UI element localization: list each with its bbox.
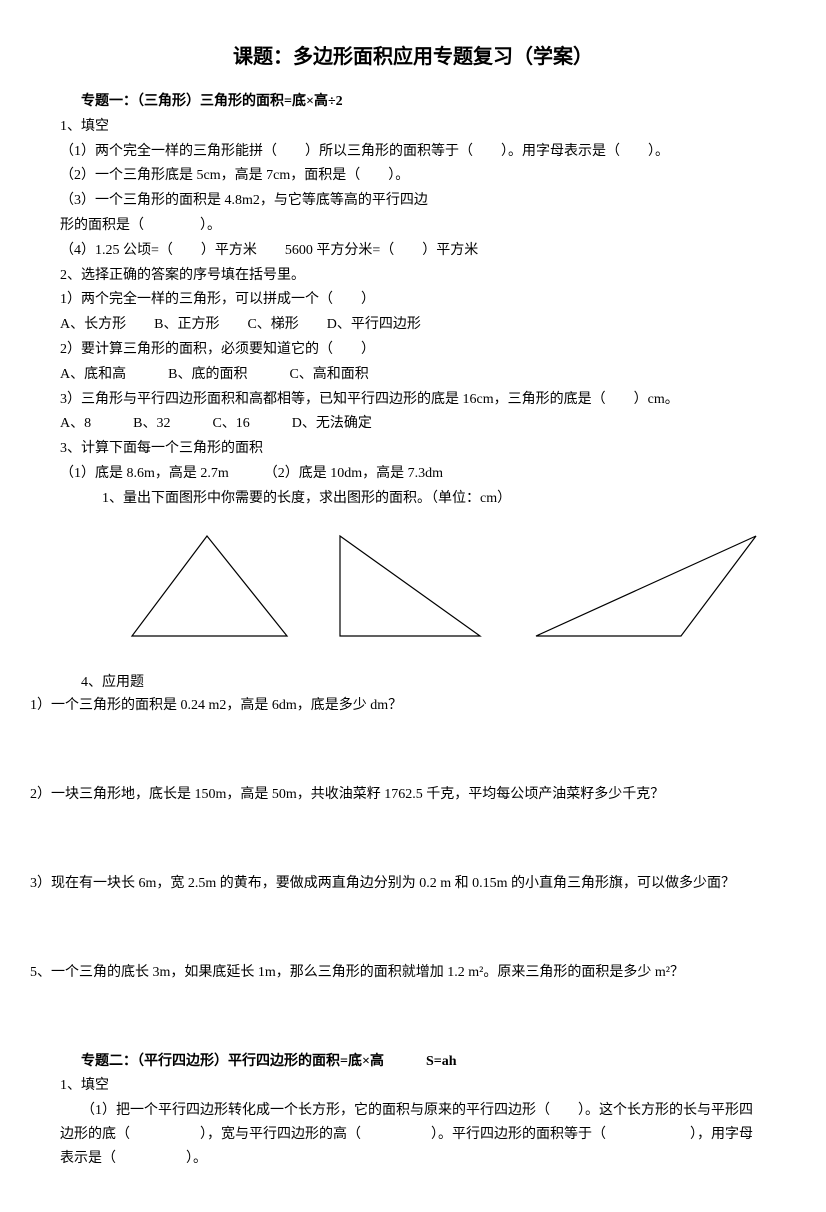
section2-header: 专题二：（平行四边形）平行四边形的面积=底×高 S=ah [60,1050,766,1074]
q2-2: 2）要计算三角形的面积，必须要知道它的（ ） [60,338,766,362]
q1-label: 1、填空 [60,115,766,139]
triangles-row [120,531,766,641]
q2-label: 2、选择正确的答案的序号填在括号里。 [60,264,766,288]
app-q5: 5、一个三角的底长 3m，如果底延长 1m，那么三角形的面积就增加 1.2 m²… [30,961,766,985]
s2-q1-label: 1、填空 [60,1074,766,1098]
triangle-1-svg [122,531,292,641]
q1-3b: 形的面积是（ ）。 [60,214,766,238]
q3-label: 3、计算下面每一个三角形的面积 [60,437,766,461]
triangle-2-svg [330,531,490,641]
s2-q1-1: （1）把一个平行四边形转化成一个长方形，它的面积与原来的平行四边形（ ）。这个长… [60,1099,766,1170]
triangle-2 [323,531,496,641]
triangle-1 [120,531,293,641]
app-q2: 2）一块三角形地，底长是 150m，高是 50m，共收油菜籽 1762.5 千克… [30,783,766,807]
q1-1: （1）两个完全一样的三角形能拼（ ）所以三角形的面积等于（ ）。用字母表示是（ … [60,140,766,164]
q2-3: 3）三角形与平行四边形面积和高都相等，已知平行四边形的底是 16cm，三角形的底… [60,388,766,412]
q4-label: 4、应用题 [60,671,766,695]
q3-1: （1）底是 8.6m，高是 2.7m （2）底是 10dm，高是 7.3dm [60,462,766,486]
app-q1: 1）一个三角形的面积是 0.24 m2，高是 6dm，底是多少 dm？ [30,694,766,718]
q1-4: （4）1.25 公顷=（ ）平方米 5600 平方分米=（ ）平方米 [60,239,766,263]
q2-1: 1）两个完全一样的三角形，可以拼成一个（ ） [60,288,766,312]
triangle-3-svg [526,531,766,641]
q2-2-opts: A、底和高 B、底的面积 C、高和面积 [60,363,766,387]
q1-3: （3）一个三角形的面积是 4.8m2，与它等底等高的平行四边 [60,189,766,213]
q2-3-opts: A、8 B、32 C、16 D、无法确定 [60,412,766,436]
section1-header: 专题一：（三角形）三角形的面积=底×高÷2 [60,90,766,114]
app-q3: 3）现在有一块长 6m，宽 2.5m 的黄布，要做成两直角边分别为 0.2 m … [30,872,766,896]
q2-1-opts: A、长方形 B、正方形 C、梯形 D、平行四边形 [60,313,766,337]
page-title: 课题：多边形面积应用专题复习（学案） [60,40,766,74]
q1-2: （2）一个三角形底是 5cm，高是 7cm，面积是（ ）。 [60,164,766,188]
q3-2: 1、量出下面图形中你需要的长度，求出图形的面积。（单位：cm） [60,487,766,511]
triangle-3 [526,531,766,641]
